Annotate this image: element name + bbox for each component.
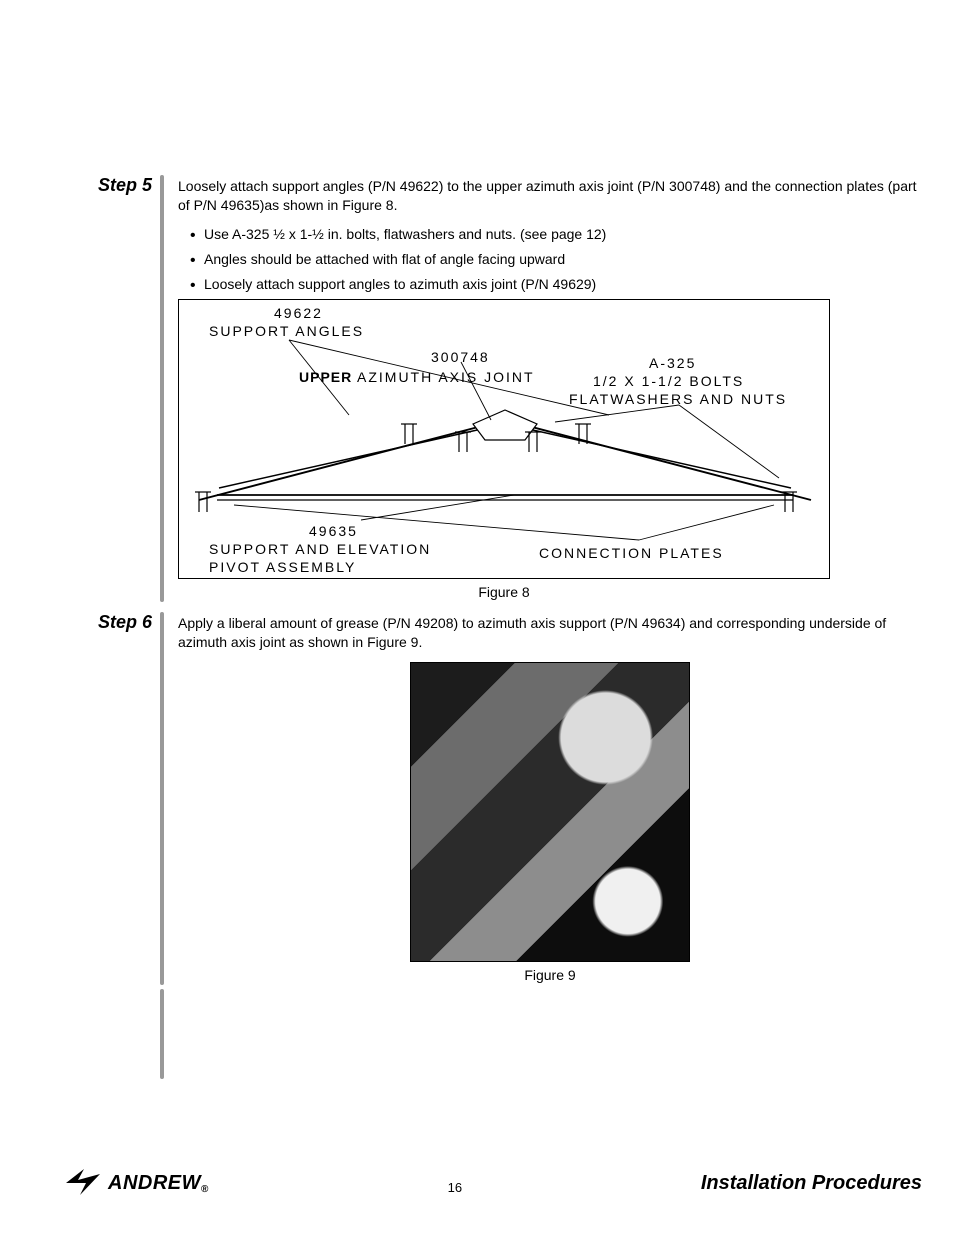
brand-logo: ANDREW® (60, 1169, 209, 1195)
brand-bolt-icon (60, 1169, 106, 1195)
figure9-photo (410, 662, 690, 962)
step5-intro: Loosely attach support angles (P/N 49622… (178, 177, 922, 215)
brand-name: ANDREW (108, 1172, 201, 1195)
step6-body: Apply a liberal amount of grease (P/N 49… (178, 612, 922, 985)
fig8-label-upper-joint-pn: 300748 (431, 348, 490, 367)
figure8-diagram: 49622 SUPPORT ANGLES 300748 UPPER AZIMUT… (178, 299, 830, 579)
fig8-label-pivot1: SUPPORT AND ELEVATION (209, 540, 431, 559)
fig8-label-bolts-pn: A-325 (649, 354, 696, 373)
fig8-label-pivot2: PIVOT ASSEMBLY (209, 558, 356, 577)
page: Step 5 Loosely attach support angles (P/… (0, 0, 954, 1235)
page-footer: ANDREW® 16 Installation Procedures (60, 1169, 922, 1195)
step5-bullet: Loosely attach support angles to azimuth… (190, 275, 922, 294)
step5-bullet: Use A-325 ½ x 1-½ in. bolts, flatwashers… (190, 225, 922, 244)
step6-rule (160, 612, 164, 985)
fig8-label-support-angles: SUPPORT ANGLES (209, 322, 364, 341)
step6-row: Step 6 Apply a liberal amount of grease … (60, 612, 922, 985)
figure8: 49622 SUPPORT ANGLES 300748 UPPER AZIMUT… (178, 299, 922, 602)
step5-bullets: Use A-325 ½ x 1-½ in. bolts, flatwashers… (178, 225, 922, 294)
figure8-svg (179, 300, 831, 580)
step5-row: Step 5 Loosely attach support angles (P/… (60, 175, 922, 602)
fig8-label-pivot-pn: 49635 (309, 522, 358, 541)
step5-rule (160, 175, 164, 602)
fig8-label-bolts-wn: FLATWASHERS AND NUTS (569, 390, 787, 409)
figure8-caption: Figure 8 (178, 583, 830, 602)
section-title: Installation Procedures (701, 1172, 922, 1195)
fig8-label-azimuth-joint: AZIMUTH AXIS JOINT (357, 368, 535, 387)
fig8-label-bolts-size: 1/2 X 1-1/2 BOLTS (593, 372, 744, 391)
step6-intro: Apply a liberal amount of grease (P/N 49… (178, 614, 922, 652)
figure9: Figure 9 (178, 662, 922, 985)
figure9-caption: Figure 9 (524, 966, 575, 985)
step5-label: Step 5 (60, 175, 160, 196)
fig8-label-support-angles-pn: 49622 (274, 304, 323, 323)
page-number: 16 (448, 1180, 462, 1195)
step5-body: Loosely attach support angles (P/N 49622… (178, 175, 922, 602)
fig8-upper: UPPER (299, 368, 352, 387)
step5-bullet: Angles should be attached with flat of a… (190, 250, 922, 269)
fig8-label-conn-plates: CONNECTION PLATES (539, 544, 724, 563)
spine-continuation (60, 989, 922, 1079)
spine-rule (160, 989, 164, 1079)
step6-label: Step 6 (60, 612, 160, 633)
